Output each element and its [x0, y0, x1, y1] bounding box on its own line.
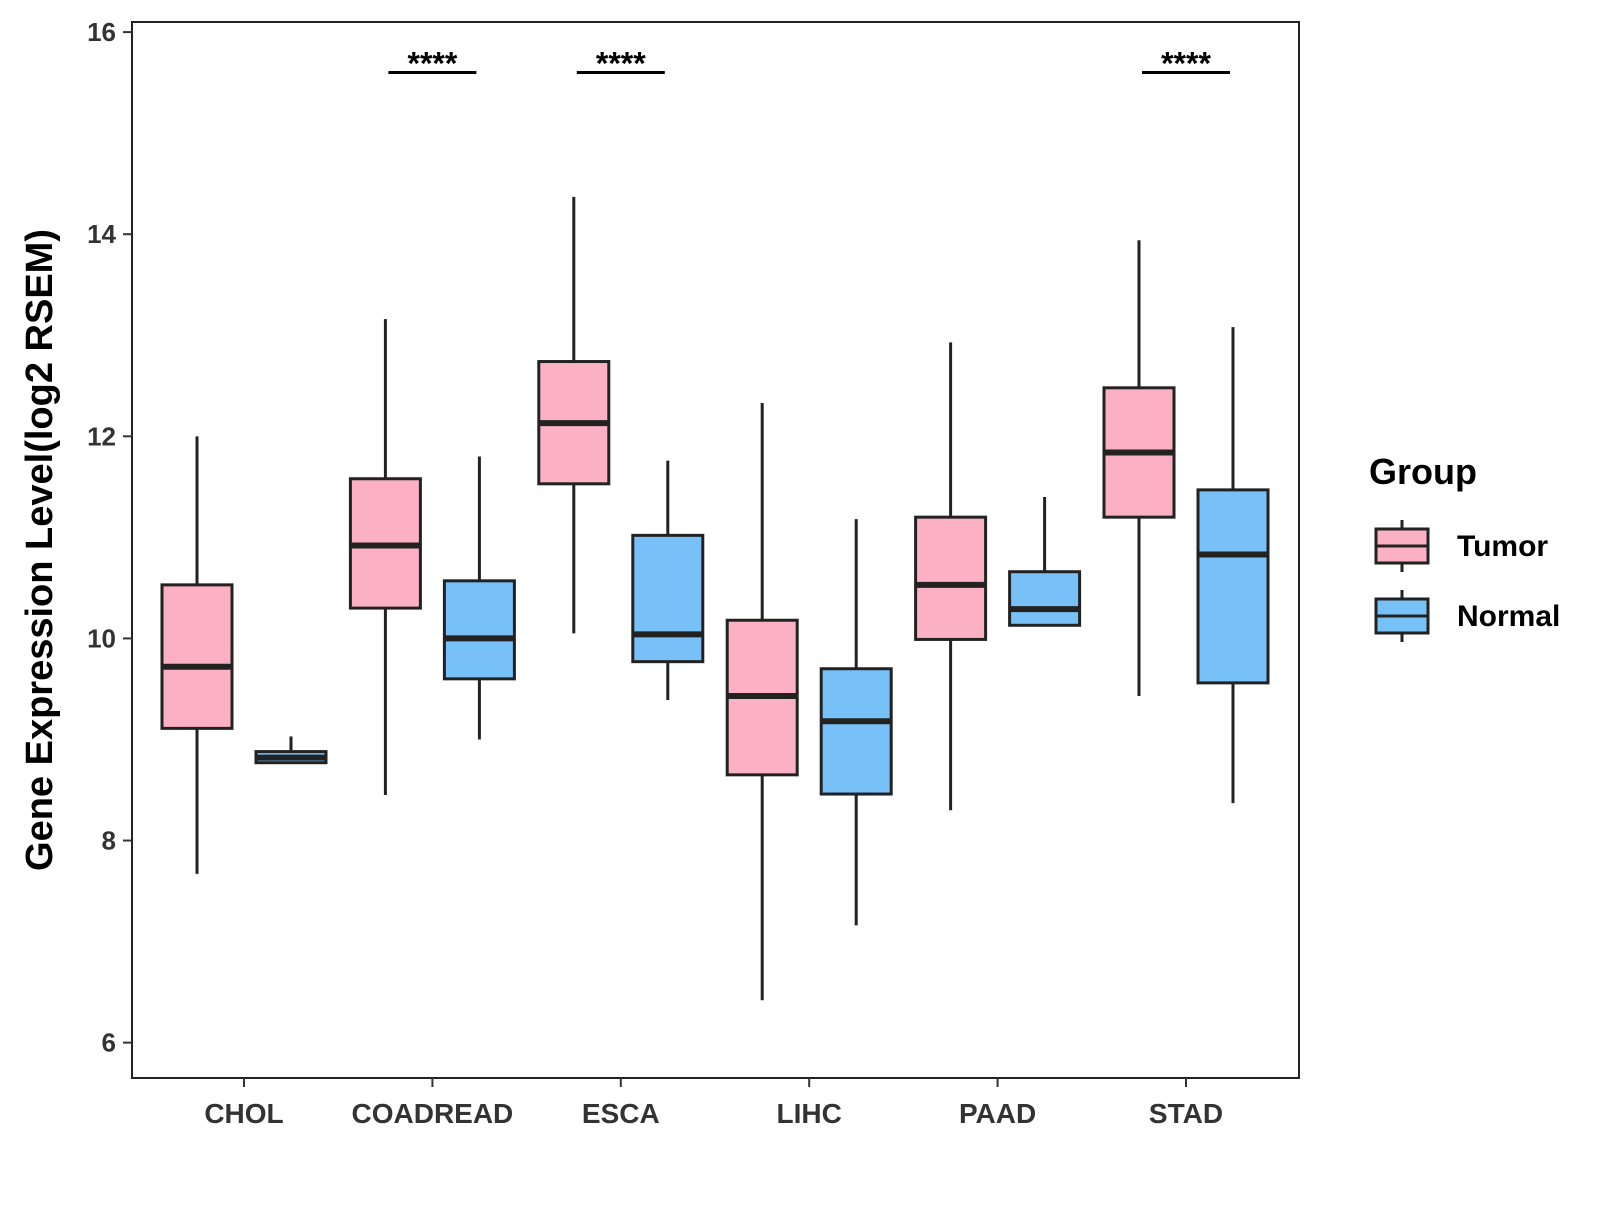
x-tick-label-paad: PAAD [959, 1098, 1036, 1129]
plot-area [131, 21, 1300, 1079]
legend-item-tumor: Tumor [1374, 520, 1548, 572]
significance-label: **** [1161, 46, 1211, 82]
axes: 6 8 10 12 14 16 Gene Expression Level(log2 RSE… [19, 17, 1223, 1129]
significance-stad: **** [1142, 46, 1230, 82]
significance-label: **** [596, 46, 646, 82]
box-normal-coadread [442, 456, 516, 740]
box-tumor-chol [160, 436, 234, 874]
x-tick-label-stad: STAD [1149, 1098, 1223, 1129]
significance-coadread: **** [388, 46, 477, 82]
box-normal-esca [631, 460, 705, 701]
x-tick-label-esca: ESCA [582, 1098, 660, 1129]
legend-item-normal: Normal [1374, 590, 1560, 642]
y-tick-label: 12 [87, 421, 116, 451]
box-tumor-lihc [725, 402, 799, 1001]
box-tumor-coadread [348, 319, 422, 796]
box-tumor-esca [537, 196, 611, 634]
box-tumor-paad [914, 342, 988, 811]
legend-title: Group [1369, 451, 1477, 492]
box-body [914, 515, 988, 641]
x-tick-label-lihc: LIHC [777, 1098, 842, 1129]
legend-label-normal: Normal [1457, 600, 1560, 633]
plot-panel-border [131, 21, 1300, 1079]
legend-label-tumor: Tumor [1457, 530, 1548, 563]
box-body [819, 667, 893, 796]
box-normal-chol [254, 736, 328, 765]
box-body [1008, 570, 1082, 627]
x-tick-label-chol: CHOL [204, 1098, 283, 1129]
box-series [160, 196, 1270, 1001]
y-tick-label: 8 [102, 826, 116, 856]
significance-label: **** [407, 46, 457, 82]
box-body [1196, 488, 1270, 685]
y-tick-label: 10 [87, 623, 116, 653]
box-normal-paad [1008, 496, 1082, 627]
x-tick-label-coadread: COADREAD [352, 1098, 514, 1129]
box-body [160, 583, 234, 730]
box-normal-lihc [819, 519, 893, 926]
box-tumor-stad [1102, 240, 1176, 697]
box-body [631, 533, 705, 664]
y-axis-title: Gene Expression Level(log2 RSEM) [19, 229, 61, 871]
y-tick-label: 16 [87, 17, 116, 47]
box-body [442, 579, 516, 681]
legend: Group Tumor Normal [1369, 451, 1560, 642]
y-tick-label: 6 [102, 1028, 116, 1058]
box-normal-stad [1196, 327, 1270, 804]
y-tick-label: 14 [87, 219, 116, 249]
significance-esca: **** [576, 46, 665, 82]
significance-annotations: **** **** **** [388, 46, 1230, 82]
